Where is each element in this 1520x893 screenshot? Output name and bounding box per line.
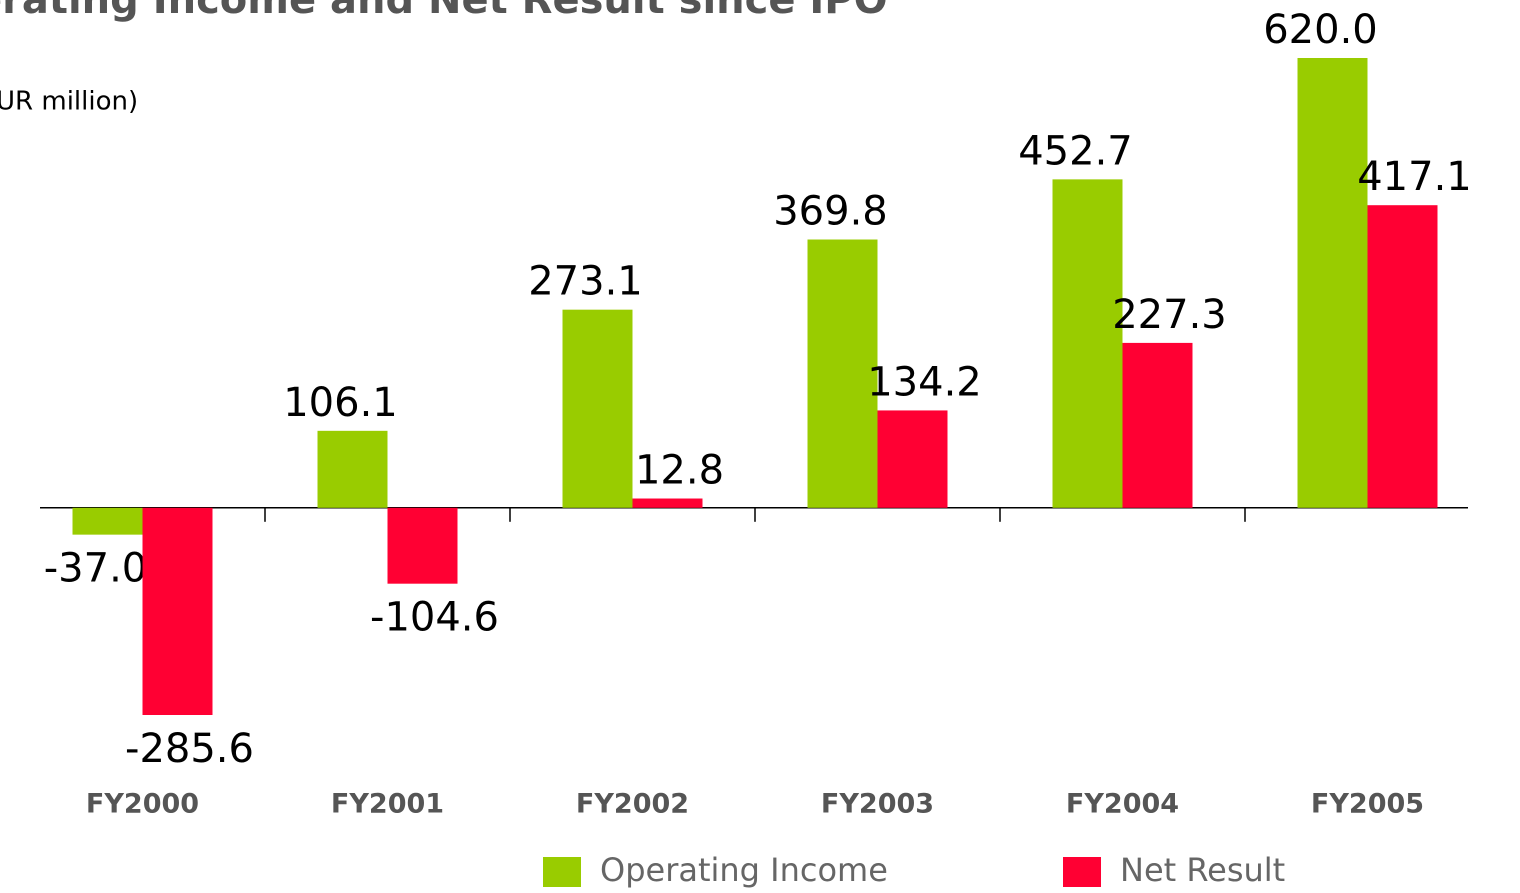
bar — [807, 239, 878, 508]
bar — [1122, 342, 1193, 508]
data-label: 134.2 — [867, 359, 982, 405]
data-label: 12.8 — [635, 448, 724, 494]
data-label: 273.1 — [528, 259, 643, 305]
data-label: -37.0 — [44, 546, 148, 592]
x-tick-label: FY2005 — [1311, 789, 1424, 820]
data-label: 620.0 — [1263, 7, 1378, 53]
bar — [1052, 179, 1123, 508]
x-tick-label: FY2002 — [576, 789, 689, 820]
data-label: 417.1 — [1357, 154, 1472, 200]
legend-label: Net Result — [1120, 851, 1285, 889]
bar — [632, 498, 703, 508]
x-tick-label: FY2004 — [1066, 789, 1179, 820]
chart-title: erating Income and Net Result since IPO — [0, 0, 888, 23]
bar — [142, 507, 213, 715]
data-label: -104.6 — [370, 595, 499, 641]
chart-subtitle: UR million) — [0, 87, 138, 117]
bar — [72, 507, 143, 535]
x-tick-label: FY2001 — [331, 789, 444, 820]
data-label: 369.8 — [773, 189, 888, 235]
legend-swatch — [543, 857, 581, 887]
bar — [877, 410, 948, 508]
bar — [317, 430, 388, 508]
data-label: 452.7 — [1018, 128, 1133, 174]
data-label: 106.1 — [283, 380, 398, 426]
legend-swatch — [1063, 857, 1101, 887]
data-label: -285.6 — [125, 726, 254, 772]
legend-label: Operating Income — [600, 851, 888, 889]
x-tick-label: FY2000 — [86, 789, 199, 820]
data-label: 227.3 — [1112, 292, 1227, 338]
x-tick-label: FY2003 — [821, 789, 934, 820]
bar — [1367, 205, 1438, 508]
bar — [1297, 58, 1368, 508]
bar — [562, 309, 633, 508]
bar — [387, 507, 458, 584]
